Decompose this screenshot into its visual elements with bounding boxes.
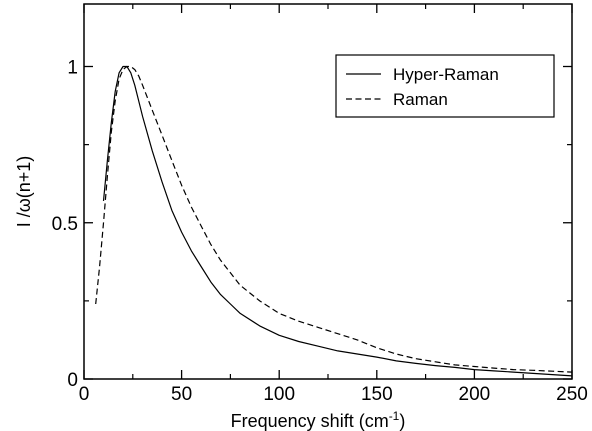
- x-tick-label: 250: [556, 384, 588, 405]
- x-axis: 0 50 100 150 200 250: [79, 4, 588, 405]
- x-tick-label: 50: [171, 384, 192, 405]
- y-axis-title: I /ω(n+1): [14, 156, 34, 228]
- legend-label: Hyper-Raman: [393, 65, 499, 84]
- legend: Hyper-Raman Raman: [335, 54, 555, 118]
- y-axis: 00.51: [52, 58, 572, 391]
- x-axis-title: Frequency shift (cm-1): [231, 409, 406, 431]
- x-tick-label: 200: [459, 384, 491, 405]
- x-axis-title-main: Frequency shift (cm: [231, 411, 389, 431]
- series-group: [95, 65, 573, 377]
- y-tick-label: 1: [67, 58, 78, 79]
- x-axis-title-superscript: -1: [389, 409, 400, 423]
- y-tick-label: 0.5: [52, 214, 78, 235]
- legend-label: Raman: [393, 90, 448, 109]
- x-tick-label: 0: [79, 384, 90, 405]
- series-line-raman: [95, 65, 573, 373]
- legend-box: [335, 54, 555, 118]
- x-tick-label: 150: [361, 384, 393, 405]
- x-tick-label: 100: [263, 384, 295, 405]
- series-line-hyper-raman: [102, 65, 573, 377]
- x-axis-title-close: ): [399, 411, 405, 431]
- y-tick-label: 0: [67, 370, 78, 391]
